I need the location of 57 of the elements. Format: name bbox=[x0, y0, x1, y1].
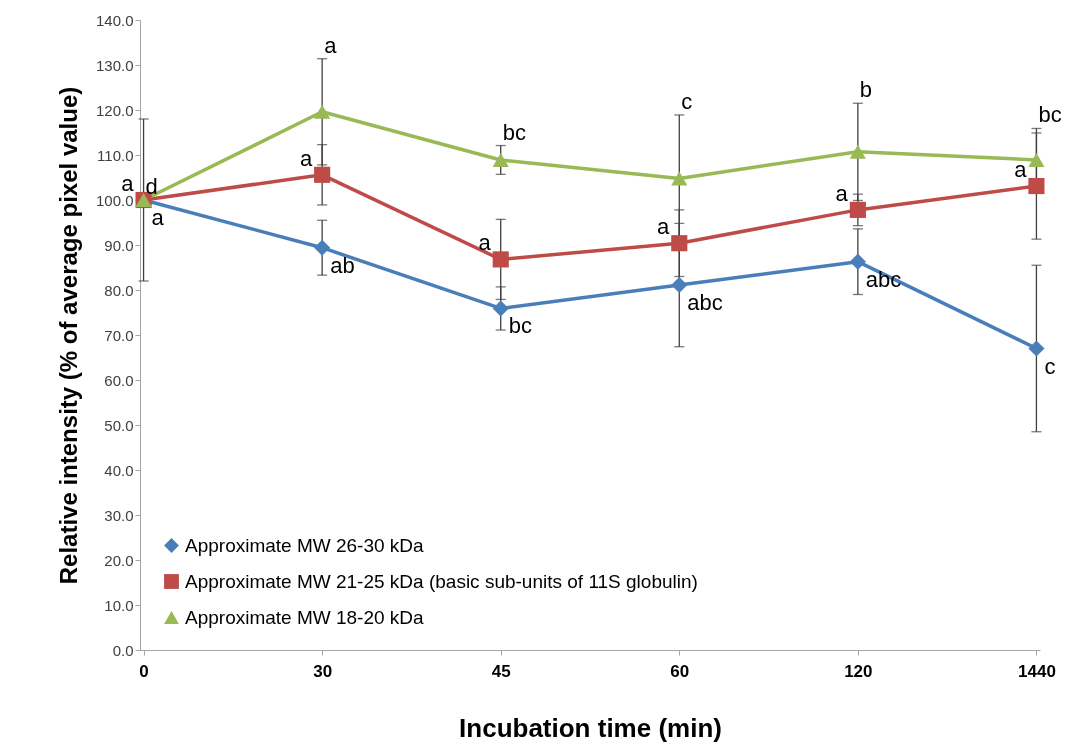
y-tick-label: 20.0 bbox=[104, 551, 134, 569]
point bbox=[849, 201, 866, 218]
y-tick-label: 120.0 bbox=[95, 101, 134, 119]
y-tick-label: 70.0 bbox=[104, 326, 134, 344]
point bbox=[849, 253, 866, 270]
x-tick-label: 60 bbox=[670, 661, 690, 681]
y-tick-label: 130.0 bbox=[95, 56, 134, 74]
legend-label: Approximate MW 18-20 kDa bbox=[185, 606, 425, 628]
annotation: bc bbox=[508, 313, 532, 339]
y-tick-label: 60.0 bbox=[104, 371, 134, 389]
point bbox=[492, 152, 509, 167]
annotation: a bbox=[1014, 157, 1028, 183]
annotation: bc bbox=[502, 119, 526, 145]
point bbox=[849, 144, 866, 159]
annotation: c bbox=[1044, 353, 1056, 379]
point bbox=[1028, 152, 1045, 167]
y-tick-label: 110.0 bbox=[97, 146, 134, 164]
x-tick-label: 45 bbox=[491, 661, 511, 681]
y-tick-label: 10.0 bbox=[104, 596, 134, 614]
annotation: a bbox=[835, 180, 849, 206]
y-tick-label: 0.0 bbox=[112, 641, 134, 659]
legend-label: Approximate MW 21-25 kDa (basic sub-units of 11S globulin) bbox=[185, 570, 698, 592]
annotation: c bbox=[681, 88, 693, 114]
point bbox=[671, 276, 688, 294]
point bbox=[492, 251, 509, 268]
annotation: a bbox=[324, 32, 338, 58]
legend-label: Approximate MW 26-30 kDa bbox=[185, 534, 425, 556]
x-axis-title: Incubation time (min) bbox=[459, 712, 722, 743]
point bbox=[314, 166, 331, 183]
annotation: abc bbox=[687, 290, 723, 316]
annotation: a bbox=[478, 230, 492, 256]
y-tick-label: 50.0 bbox=[104, 416, 134, 434]
x-tick-label: 0 bbox=[139, 661, 149, 681]
annotation: ab bbox=[330, 252, 355, 278]
point bbox=[1028, 340, 1045, 357]
x-tick-label: 120 bbox=[844, 661, 873, 681]
annotation: b bbox=[859, 77, 873, 103]
point bbox=[671, 235, 688, 252]
point bbox=[314, 104, 331, 119]
annotation: bc bbox=[1038, 102, 1062, 128]
y-tick-label: 40.0 bbox=[104, 461, 134, 479]
y-tick-label: 30.0 bbox=[104, 506, 134, 524]
y-tick-label: 140.0 bbox=[95, 11, 134, 29]
y-tick-label: 90.0 bbox=[104, 236, 134, 254]
x-tick-label: 1440 bbox=[1018, 661, 1056, 681]
point bbox=[1028, 177, 1045, 195]
y-axis-title: Relative intensity (% of average pixel value) bbox=[54, 86, 82, 585]
annotation: a bbox=[657, 214, 671, 240]
point bbox=[314, 239, 331, 256]
annotation: d bbox=[145, 174, 158, 199]
point bbox=[492, 300, 509, 317]
annotation: a bbox=[299, 145, 313, 171]
y-tick-label: 80.0 bbox=[104, 281, 134, 299]
point bbox=[671, 171, 688, 186]
annotation: abc bbox=[865, 266, 902, 292]
x-tick-label: 30 bbox=[313, 661, 333, 681]
annotation: a bbox=[151, 205, 165, 230]
